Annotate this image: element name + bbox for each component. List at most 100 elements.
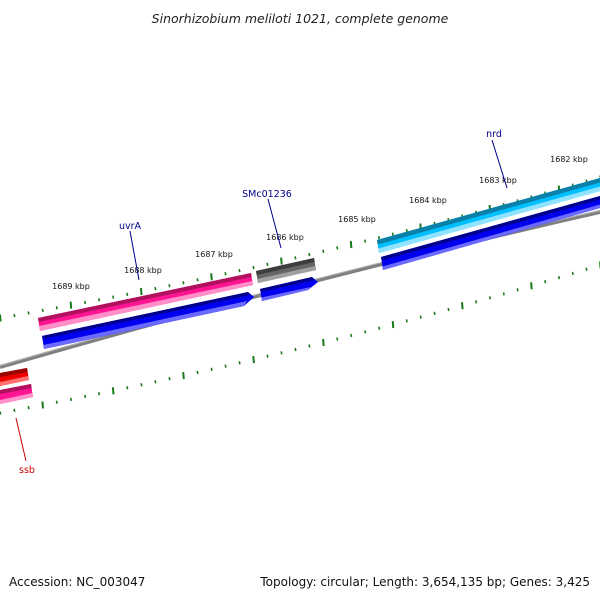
label-leader-uvrA (129, 230, 140, 281)
minor-tick (98, 392, 101, 396)
minor-tick (13, 313, 16, 318)
minor-tick (516, 288, 519, 292)
minor-tick (336, 337, 339, 341)
minor-tick (168, 284, 171, 288)
major-tick (530, 282, 533, 290)
minor-tick (475, 300, 478, 304)
major-tick (461, 302, 464, 310)
minor-tick (557, 275, 561, 280)
minor-tick (378, 326, 381, 330)
minor-tick (168, 377, 171, 381)
gene-label-uvrA[interactable]: uvrA (119, 221, 142, 232)
minor-tick (126, 386, 129, 390)
major-tick (391, 321, 395, 329)
minor-tick (140, 383, 143, 387)
minor-tick (544, 280, 547, 284)
label-leader-SMc01236 (267, 198, 282, 249)
minor-tick (55, 400, 58, 404)
minor-tick (308, 252, 311, 257)
major-tick (111, 387, 115, 395)
minor-tick (252, 265, 255, 270)
minor-tick (266, 354, 269, 358)
gene-feature-ssb[interactable] (0, 368, 29, 386)
minor-tick (238, 361, 241, 365)
gene-feature-SMc01236[interactable] (256, 258, 316, 283)
minor-tick (154, 286, 157, 291)
minor-tick (405, 319, 408, 323)
minor-tick (280, 351, 283, 355)
major-tick (0, 314, 2, 322)
minor-tick (210, 367, 213, 371)
scale-label: 1683 kbp (479, 176, 517, 185)
minor-tick (294, 347, 297, 352)
minor-tick (196, 370, 199, 375)
scale-label: 1687 kbp (195, 250, 233, 259)
minor-tick (83, 300, 87, 305)
minor-tick (0, 411, 2, 415)
minor-tick (447, 307, 450, 312)
minor-tick (238, 268, 241, 273)
gene-label-ssb[interactable]: ssb (19, 465, 35, 476)
minor-tick (41, 308, 44, 313)
minor-tick (266, 262, 269, 266)
scale-label: 1686 kbp (266, 233, 304, 242)
minor-tick (308, 344, 311, 348)
major-tick (349, 241, 353, 249)
outer-tick-ring (0, 175, 600, 322)
inner-tick-ring (0, 261, 600, 415)
minor-tick (55, 306, 58, 310)
minor-tick (364, 330, 367, 334)
gene-label-SMc01236[interactable]: SMc01236 (242, 189, 292, 200)
major-tick (140, 287, 143, 296)
minor-tick (419, 315, 422, 319)
major-tick (252, 356, 255, 364)
label-leader-ssb (15, 417, 27, 462)
minor-tick (350, 333, 353, 338)
cds-feature-SMc01236[interactable] (260, 277, 318, 301)
minor-tick (336, 246, 339, 250)
minor-tick (224, 364, 227, 368)
minor-tick (571, 271, 574, 276)
major-tick (322, 338, 325, 347)
minor-tick (322, 249, 325, 253)
major-tick (210, 273, 213, 281)
genome-summary-text: Topology: circular; Length: 3,654,135 bp… (259, 575, 590, 589)
cds-feature-nrd[interactable] (381, 196, 600, 270)
cds-feature-ssb[interactable] (0, 384, 33, 404)
minor-tick (364, 239, 367, 243)
scale-label: 1685 kbp (338, 215, 376, 224)
scale-label: 1689 kbp (52, 282, 90, 291)
minor-tick (391, 232, 394, 236)
minor-tick (69, 397, 73, 402)
minor-tick (585, 267, 588, 271)
cds-feature-uvrA[interactable] (42, 292, 254, 349)
gene-label-nrd[interactable]: nrd (486, 129, 502, 140)
minor-tick (405, 228, 408, 233)
major-tick (69, 301, 73, 309)
gene-feature-nrd[interactable] (377, 178, 600, 253)
minor-tick (182, 281, 185, 285)
scale-labels: 1682 kbp 1683 kbp 1684 kbp 1685 kbp 1686… (52, 155, 588, 291)
scale-label: 1684 kbp (409, 196, 447, 205)
major-tick (41, 401, 44, 409)
minor-tick (84, 394, 87, 399)
minor-tick (502, 292, 505, 296)
minor-tick (154, 380, 157, 384)
minor-tick (13, 408, 16, 413)
minor-tick (112, 295, 115, 299)
minor-tick (126, 292, 129, 296)
major-tick (280, 257, 283, 265)
map-title: Sinorhizobium meliloti 1021, complete ge… (152, 11, 449, 26)
gene-feature-uvrA[interactable] (38, 273, 253, 331)
scale-label: 1682 kbp (550, 155, 588, 164)
major-tick (182, 372, 185, 380)
minor-tick (433, 311, 436, 315)
minor-tick (98, 298, 101, 302)
minor-tick (294, 256, 297, 260)
label-leader-nrd (491, 139, 508, 189)
minor-tick (377, 236, 381, 240)
minor-tick (196, 278, 199, 282)
minor-tick (488, 296, 492, 300)
